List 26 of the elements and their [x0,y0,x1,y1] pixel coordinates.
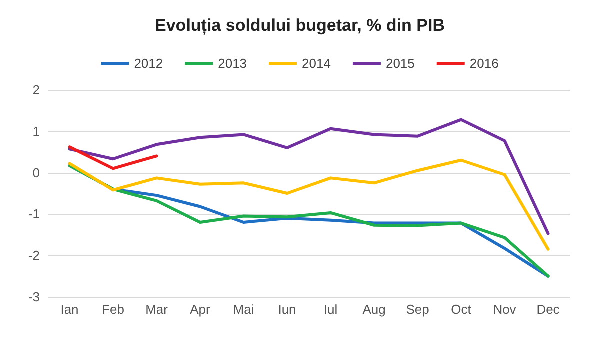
legend-label: 2016 [470,56,499,71]
x-tick-label: Dec [536,302,560,317]
x-tick-label: Ian [60,302,79,317]
y-tick-label: -1 [28,206,40,222]
x-tick-label: Oct [451,302,472,317]
y-tick-label: 1 [32,124,40,139]
x-tick-label: Apr [190,302,212,317]
legend-label: 2014 [302,56,331,71]
y-tick-label: 0 [32,165,40,180]
y-tick-label: -3 [28,290,40,304]
x-tick-label: Nov [493,302,517,317]
legend-label: 2015 [386,56,415,71]
legend-label: 2013 [218,56,248,71]
line-series [68,118,550,236]
x-tick-label: Iul [324,302,338,317]
y-tick-label: 2 [32,82,40,98]
x-tick-label: Sep [406,302,430,317]
legend-label: 2012 [134,56,164,71]
x-tick-label: Mai [233,302,254,317]
x-tick-label: Aug [362,302,386,317]
x-tick-label: Mar [146,302,169,317]
y-tick-label: -2 [28,248,40,264]
line-series [68,158,550,251]
x-tick-label: Iun [278,302,296,317]
x-tick-label: Feb [102,302,124,317]
chart-title: Evoluția soldului bugetar, % din PIB [155,16,445,35]
